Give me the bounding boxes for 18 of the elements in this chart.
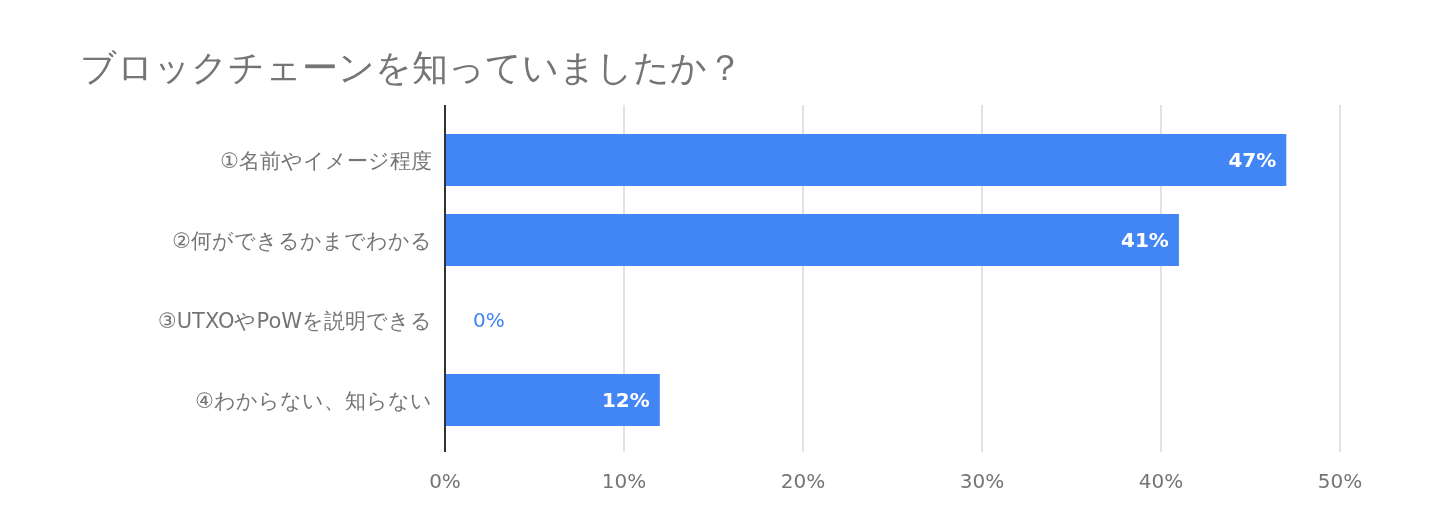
data-label: 12% <box>601 388 650 412</box>
x-tick-label: 20% <box>780 469 826 493</box>
y-tick-label: ④わからない、知らない <box>195 389 432 413</box>
bar <box>445 214 1179 266</box>
x-tick-label: 10% <box>601 469 647 493</box>
data-label: 0% <box>473 308 505 332</box>
data-label: 47% <box>1228 148 1277 172</box>
x-tick-label: 30% <box>959 469 1005 493</box>
bar <box>445 374 660 426</box>
bar <box>445 134 1287 186</box>
x-tick-label: 40% <box>1138 469 1184 493</box>
data-label: 41% <box>1121 228 1169 252</box>
y-tick-label: ③UTXOやPoWを説明できる <box>157 309 432 333</box>
chart-title: ブロックチェーンを知っていましたか？ <box>80 47 743 88</box>
y-tick-label: ②何ができるかまでわかる <box>172 229 432 253</box>
x-tick-label: 0% <box>429 469 461 493</box>
y-tick-label: ①名前やイメージ程度 <box>220 149 432 173</box>
x-tick-label: 50% <box>1317 469 1363 493</box>
